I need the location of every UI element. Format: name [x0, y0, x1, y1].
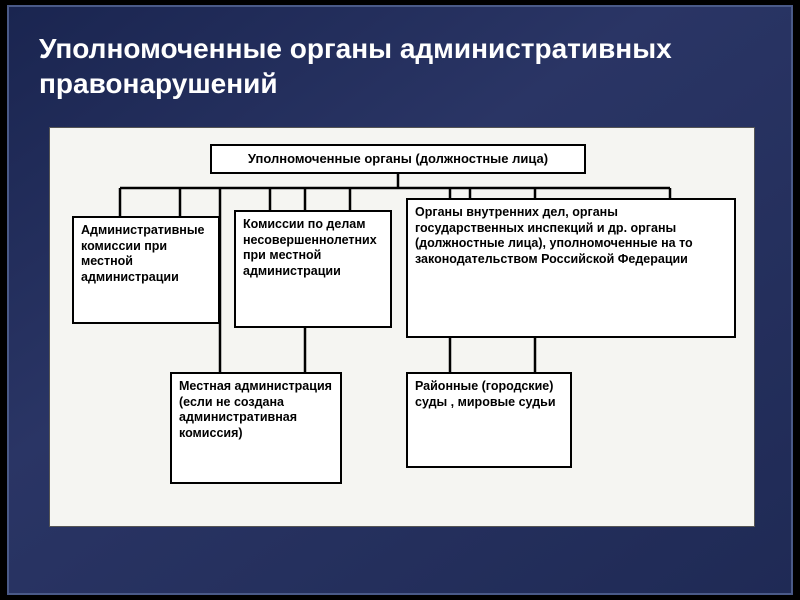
node-root: Уполномоченные органы (должностные лица) [210, 144, 586, 174]
node-courts: Районные (городские) суды , мировые судь… [406, 372, 572, 468]
slide-title: Уполномоченные органы административных п… [39, 31, 791, 101]
org-chart: Уполномоченные органы (должностные лица)… [49, 127, 755, 527]
slide-frame: Уполномоченные органы административных п… [7, 5, 793, 595]
node-minors-commissions: Комиссии по делам несовершеннолетних при… [234, 210, 392, 328]
node-internal-affairs: Органы внутренних дел, органы государств… [406, 198, 736, 338]
node-admin-commissions: Административные комиссии при местной ад… [72, 216, 220, 324]
node-local-admin: Местная администрация (если не создана а… [170, 372, 342, 484]
